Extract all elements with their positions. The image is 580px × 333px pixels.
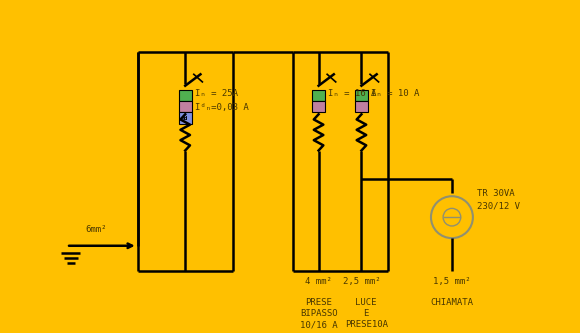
Text: CHIAMATA: CHIAMATA — [430, 298, 473, 307]
Bar — [355, 90, 368, 101]
Text: TR 30VA
230/12 V: TR 30VA 230/12 V — [477, 189, 520, 211]
Bar — [312, 101, 325, 113]
Text: LUCE
E
PRESE10A: LUCE E PRESE10A — [345, 298, 387, 329]
Text: Iₙ = 16 A: Iₙ = 16 A — [328, 89, 376, 98]
Text: 4 mm²: 4 mm² — [305, 276, 332, 285]
Text: PRESE
BIPASSO
10/16 A: PRESE BIPASSO 10/16 A — [300, 298, 338, 329]
Bar — [179, 101, 192, 113]
Text: Iₙ = 10 A: Iₙ = 10 A — [371, 89, 419, 98]
Text: 6mm²: 6mm² — [85, 225, 107, 234]
Bar — [179, 90, 192, 101]
Text: Iₙ = 25A: Iₙ = 25A — [195, 89, 238, 98]
Text: Iᵈₙ=0,03 A: Iᵈₙ=0,03 A — [195, 103, 248, 112]
Bar — [179, 113, 192, 124]
Text: 1,5 mm²: 1,5 mm² — [433, 276, 471, 285]
Text: Id: Id — [183, 116, 188, 121]
Bar — [355, 101, 368, 113]
Text: 2,5 mm²: 2,5 mm² — [343, 276, 380, 285]
Bar — [312, 90, 325, 101]
